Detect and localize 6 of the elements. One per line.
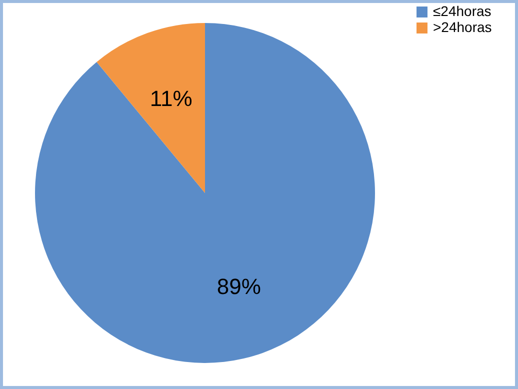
pie-slice <box>35 23 375 363</box>
pie-slice <box>96 23 205 193</box>
data-label: 89% <box>216 274 261 300</box>
data-label: 11% <box>150 86 192 111</box>
legend-label: >24horas <box>433 19 492 35</box>
legend-label: ≤24horas <box>433 3 492 19</box>
